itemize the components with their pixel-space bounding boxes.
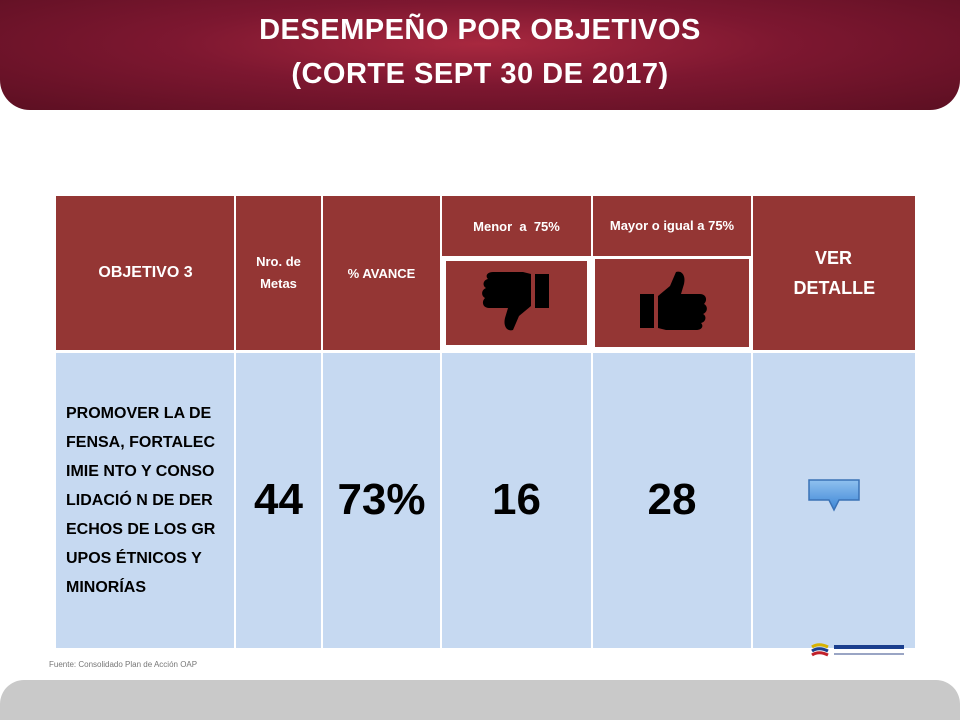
- row-menor: 16: [441, 352, 592, 648]
- row-detalle: [752, 352, 915, 648]
- header-menor: Menor a 75%: [441, 196, 592, 256]
- page-title: DESEMPEÑO POR OBJETIVOS: [259, 14, 701, 46]
- grid-line: [321, 196, 323, 648]
- title-banner: DESEMPEÑO POR OBJETIVOS (CORTE SEPT 30 D…: [0, 0, 960, 110]
- header-avance: % AVANCE: [322, 196, 441, 350]
- row-avance: 73%: [322, 352, 441, 648]
- page-subtitle: (CORTE SEPT 30 DE 2017): [291, 58, 669, 90]
- header-objetivo: OBJETIVO 3: [56, 196, 235, 350]
- grid-line: [751, 196, 753, 648]
- source-note: Fuente: Consolidado Plan de Acción OAP: [49, 660, 198, 669]
- grid-line: [234, 196, 236, 648]
- objectives-table: OBJETIVO 3 Nro. de Metas % AVANCE Menor …: [56, 196, 915, 648]
- thumbs-up-icon: [636, 268, 708, 339]
- thumbs-down-cell: [443, 258, 590, 348]
- thumbs-up-cell: [592, 256, 752, 350]
- grid-line: [591, 196, 593, 648]
- ver-detalle-button[interactable]: [807, 478, 861, 523]
- row-mayor: 28: [592, 352, 752, 648]
- header-mayor: Mayor o igual a 75%: [592, 196, 752, 256]
- header-metas: Nro. de Metas: [235, 196, 322, 350]
- footer-bar: [0, 680, 960, 720]
- row-objetivo: PROMOVER LA DEFENSA, FORTALECIMIE NTO Y …: [56, 352, 235, 648]
- grid-line: [56, 350, 915, 353]
- thumbs-down-icon: [481, 268, 553, 339]
- ministry-logo: [810, 641, 910, 661]
- grid-line: [440, 196, 442, 648]
- row-metas: 44: [235, 352, 322, 648]
- header-ver-detalle[interactable]: VER DETALLE: [752, 196, 915, 350]
